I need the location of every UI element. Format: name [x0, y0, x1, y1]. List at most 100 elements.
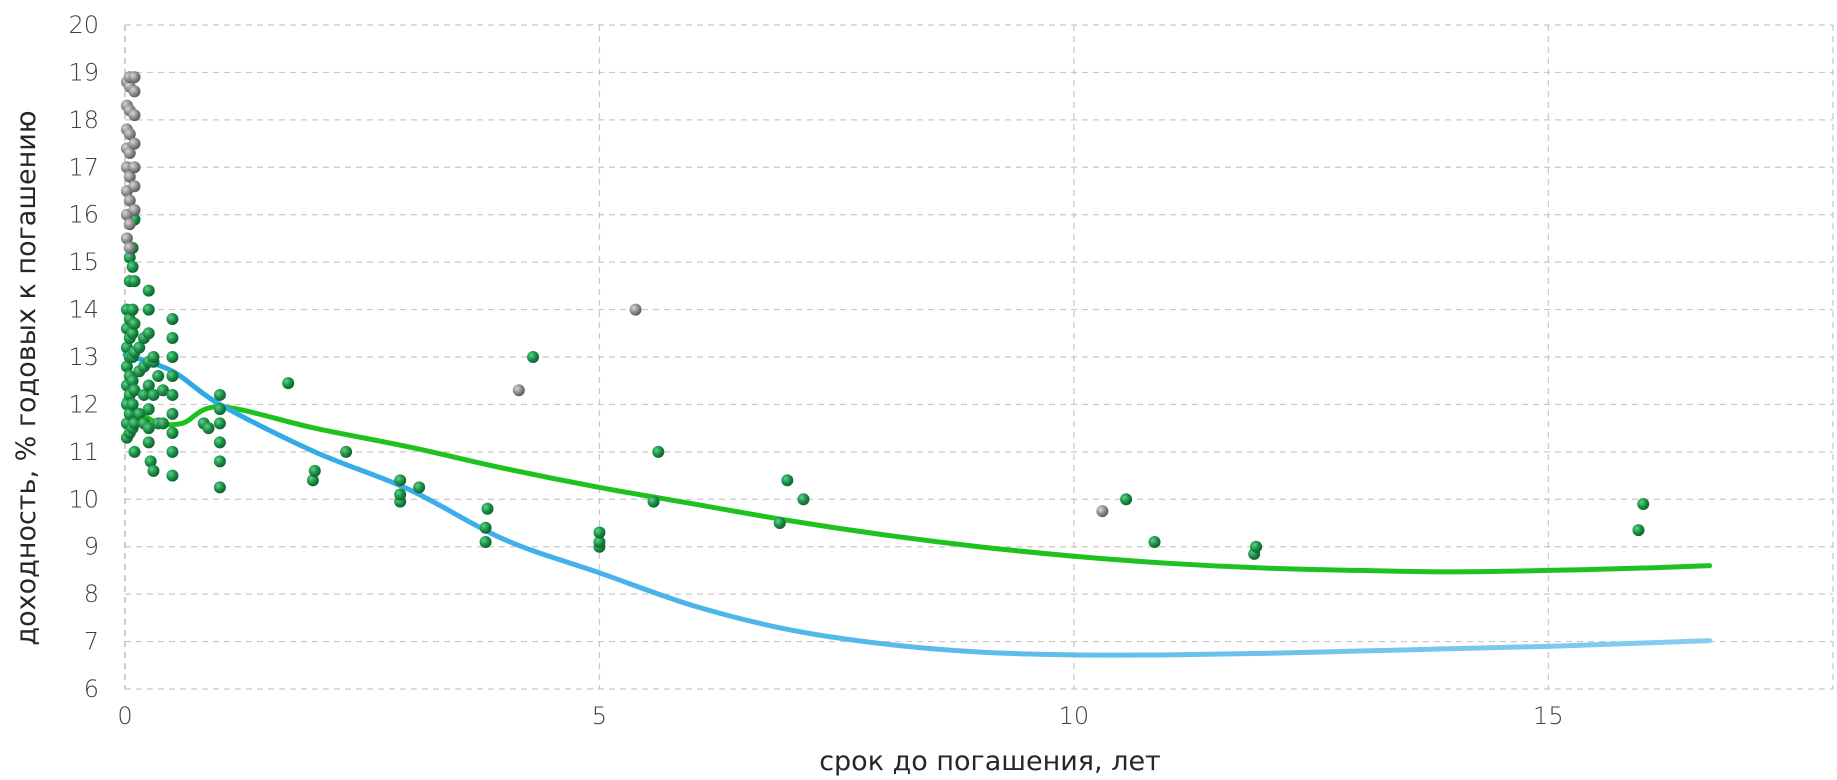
green-data-point	[773, 517, 786, 529]
tick-labels: 6 7 8 9 10 11 12 13 14 15 16 17 18 19 20 0 5 10 15	[68, 11, 1563, 730]
green-data-point	[142, 284, 155, 297]
green-data-point	[144, 455, 157, 468]
x-tick-label: 10	[1059, 702, 1090, 730]
green-data-point	[126, 374, 139, 387]
green-data-point	[527, 351, 540, 363]
green-data-point	[1250, 540, 1263, 553]
y-tick-label: 14	[68, 296, 99, 324]
green-data-point	[166, 445, 179, 458]
grey-data-point	[123, 170, 136, 183]
green-data-point	[413, 481, 426, 494]
green-data-point	[166, 332, 179, 345]
green-data-point	[128, 384, 141, 397]
green-data-point	[166, 351, 179, 363]
y-tick-label: 10	[68, 485, 99, 513]
data-points	[120, 71, 1650, 560]
x-tick-label: 5	[592, 702, 607, 730]
green-data-point	[202, 422, 215, 435]
grey-data-point	[128, 109, 141, 122]
green-data-point	[593, 535, 606, 548]
green-data-point	[166, 407, 179, 420]
grey-data-point	[123, 128, 136, 141]
grey-data-point	[629, 303, 642, 316]
green-data-point	[142, 403, 155, 416]
green-data-point	[142, 379, 155, 392]
green-data-point	[213, 388, 226, 401]
grey-data-point	[512, 384, 525, 397]
y-tick-label: 6	[84, 675, 99, 703]
y-tick-label: 19	[68, 58, 99, 86]
green-data-point	[133, 407, 146, 420]
grey-data-point	[123, 241, 136, 254]
green-data-point	[1148, 535, 1161, 548]
green-data-point	[166, 369, 179, 382]
green-data-point	[128, 275, 141, 288]
green-data-point	[128, 445, 141, 458]
x-tick-label: 0	[117, 702, 132, 730]
green-data-point	[123, 251, 136, 264]
green-data-point	[213, 481, 226, 494]
green-data-point	[1637, 498, 1650, 511]
green-data-point	[781, 474, 794, 487]
y-tick-label: 13	[68, 343, 99, 371]
y-tick-label: 8	[84, 580, 99, 608]
grey-data-point	[128, 85, 141, 98]
y-tick-label: 11	[68, 438, 99, 466]
green-data-point	[147, 388, 160, 401]
green-data-point	[213, 455, 226, 468]
y-tick-label: 18	[68, 106, 99, 134]
green-data-point	[1120, 493, 1133, 506]
grey-data-point	[120, 232, 133, 245]
green-data-point	[213, 436, 226, 449]
green-data-point	[142, 422, 155, 435]
grey-data-point	[128, 203, 141, 216]
grey-data-point	[128, 180, 141, 193]
x-axis-title: срок до погашения, лет	[819, 746, 1161, 776]
grey-data-point	[123, 147, 136, 160]
green-data-point	[282, 377, 295, 390]
green-data-point	[126, 327, 139, 340]
green-data-point	[142, 327, 155, 340]
grid	[125, 24, 1834, 690]
green-data-point	[647, 495, 660, 508]
green-data-point	[133, 341, 146, 354]
green-data-point	[479, 535, 492, 548]
green-data-point	[147, 351, 160, 363]
y-tick-label: 12	[68, 390, 99, 418]
y-axis-title: доходность, % годовых к погашению	[11, 110, 42, 645]
grey-data-point	[123, 194, 136, 207]
green-data-point	[213, 417, 226, 430]
grey-data-point	[128, 161, 141, 174]
green-data-point	[156, 417, 169, 430]
green-data-point	[147, 464, 160, 477]
green-data-point	[128, 317, 141, 330]
green-data-point	[394, 474, 407, 487]
green-data-point	[123, 407, 136, 420]
green-data-point	[479, 521, 492, 534]
green-data-point	[306, 474, 319, 487]
grey-data-point	[128, 71, 141, 84]
green-data-point	[126, 303, 139, 316]
green-data-point	[126, 260, 139, 273]
green-data-point	[128, 417, 141, 430]
x-tick-label: 15	[1533, 702, 1564, 730]
green-data-point	[142, 436, 155, 449]
green-data-point	[120, 360, 133, 373]
green-data-point	[152, 369, 165, 382]
y-tick-label: 20	[68, 11, 99, 39]
green-data-point	[340, 445, 353, 458]
grey-data-point	[123, 218, 136, 231]
green-data-point	[166, 388, 179, 401]
green-data-point	[1632, 524, 1645, 537]
green-data-point	[394, 488, 407, 501]
green-trend-curve	[122, 397, 1713, 575]
green-data-point	[593, 526, 606, 539]
green-data-point	[797, 493, 810, 506]
y-tick-label: 7	[84, 628, 99, 656]
green-data-point	[137, 388, 150, 401]
y-tick-label: 9	[84, 533, 99, 561]
green-data-point	[156, 384, 169, 397]
grey-data-point	[128, 137, 141, 150]
